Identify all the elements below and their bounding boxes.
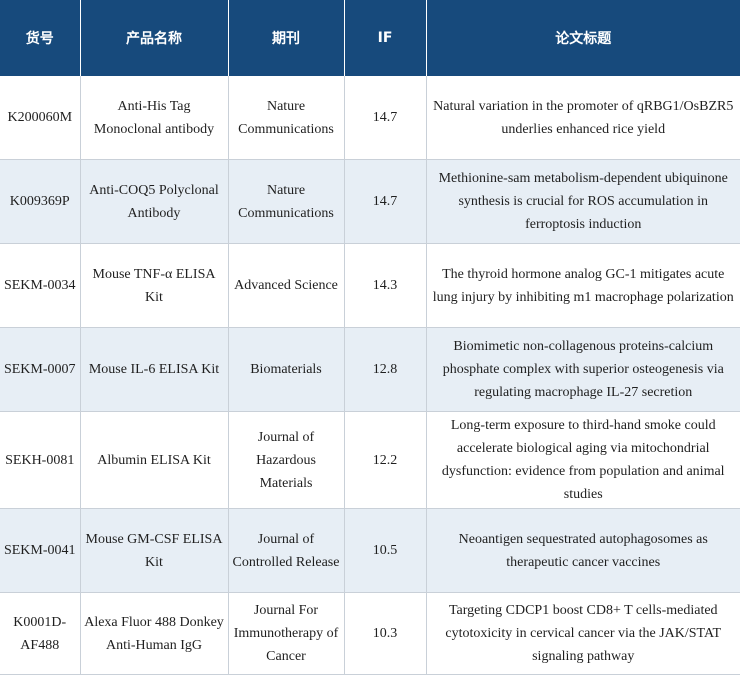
table-row: K009369P Anti-COQ5 Polyclonal Antibody N… [0,159,740,244]
cell-product: Alexa Fluor 488 Donkey Anti-Human IgG [79,592,228,675]
cell-sku: K009369P [0,159,80,244]
cell-title: Targeting CDCP1 boost CD8+ T cells-media… [425,592,740,675]
cell-title: Neoantigen sequestrated autophagosomes a… [425,508,740,593]
cell-title: Long-term exposure to third-hand smoke c… [425,411,740,509]
cell-sku: K200060M [0,76,80,160]
cell-journal: Nature Communications [227,159,344,244]
cell-if: 14.7 [343,76,426,160]
cell-journal: Journal of Controlled Release [227,508,344,593]
cell-sku: K0001D-AF488 [0,592,80,675]
cell-if: 14.3 [343,243,426,328]
table-row: SEKH-0081 Albumin ELISA Kit Journal of H… [0,411,740,509]
header-row: 货号 产品名称 期刊 IF 论文标题 [0,0,740,76]
cell-product: Mouse TNF-α ELISA Kit [79,243,228,328]
header-sku: 货号 [0,0,80,76]
table-body: K200060M Anti-His Tag Monoclonal antibod… [0,76,740,675]
cell-product: Mouse IL-6 ELISA Kit [79,327,228,412]
table-row: SEKM-0007 Mouse IL-6 ELISA Kit Biomateri… [0,327,740,412]
cell-if: 12.8 [343,327,426,412]
table-row: SEKM-0034 Mouse TNF-α ELISA Kit Advanced… [0,243,740,328]
header-journal: 期刊 [227,0,344,76]
cell-journal: Biomaterials [227,327,344,412]
cell-journal: Advanced Science [227,243,344,328]
cell-sku: SEKM-0007 [0,327,80,412]
table-header: 货号 产品名称 期刊 IF 论文标题 [0,0,740,76]
header-impact-factor: IF [343,0,426,76]
cell-sku: SEKM-0041 [0,508,80,593]
cell-product: Albumin ELISA Kit [79,411,228,509]
cell-if: 14.7 [343,159,426,244]
header-paper-title: 论文标题 [425,0,740,76]
cell-if: 10.5 [343,508,426,593]
cell-journal: Nature Communications [227,76,344,160]
cell-product: Mouse GM-CSF ELISA Kit [79,508,228,593]
cell-title: Natural variation in the promoter of qRB… [425,76,740,160]
cell-title: Biomimetic non-collagenous proteins-calc… [425,327,740,412]
cell-title: The thyroid hormone analog GC-1 mitigate… [425,243,740,328]
cell-if: 10.3 [343,592,426,675]
cell-sku: SEKH-0081 [0,411,80,509]
cell-product: Anti-COQ5 Polyclonal Antibody [79,159,228,244]
table-row: K0001D-AF488 Alexa Fluor 488 Donkey Anti… [0,592,740,675]
table-row: SEKM-0041 Mouse GM-CSF ELISA Kit Journal… [0,508,740,593]
header-product-name: 产品名称 [79,0,228,76]
cell-title: Methionine-sam metabolism-dependent ubiq… [425,159,740,244]
cell-if: 12.2 [343,411,426,509]
cell-journal: Journal For Immunotherapy of Cancer [227,592,344,675]
cell-sku: SEKM-0034 [0,243,80,328]
cell-product: Anti-His Tag Monoclonal antibody [79,76,228,160]
table-row: K200060M Anti-His Tag Monoclonal antibod… [0,76,740,160]
cell-journal: Journal of Hazardous Materials [227,411,344,509]
